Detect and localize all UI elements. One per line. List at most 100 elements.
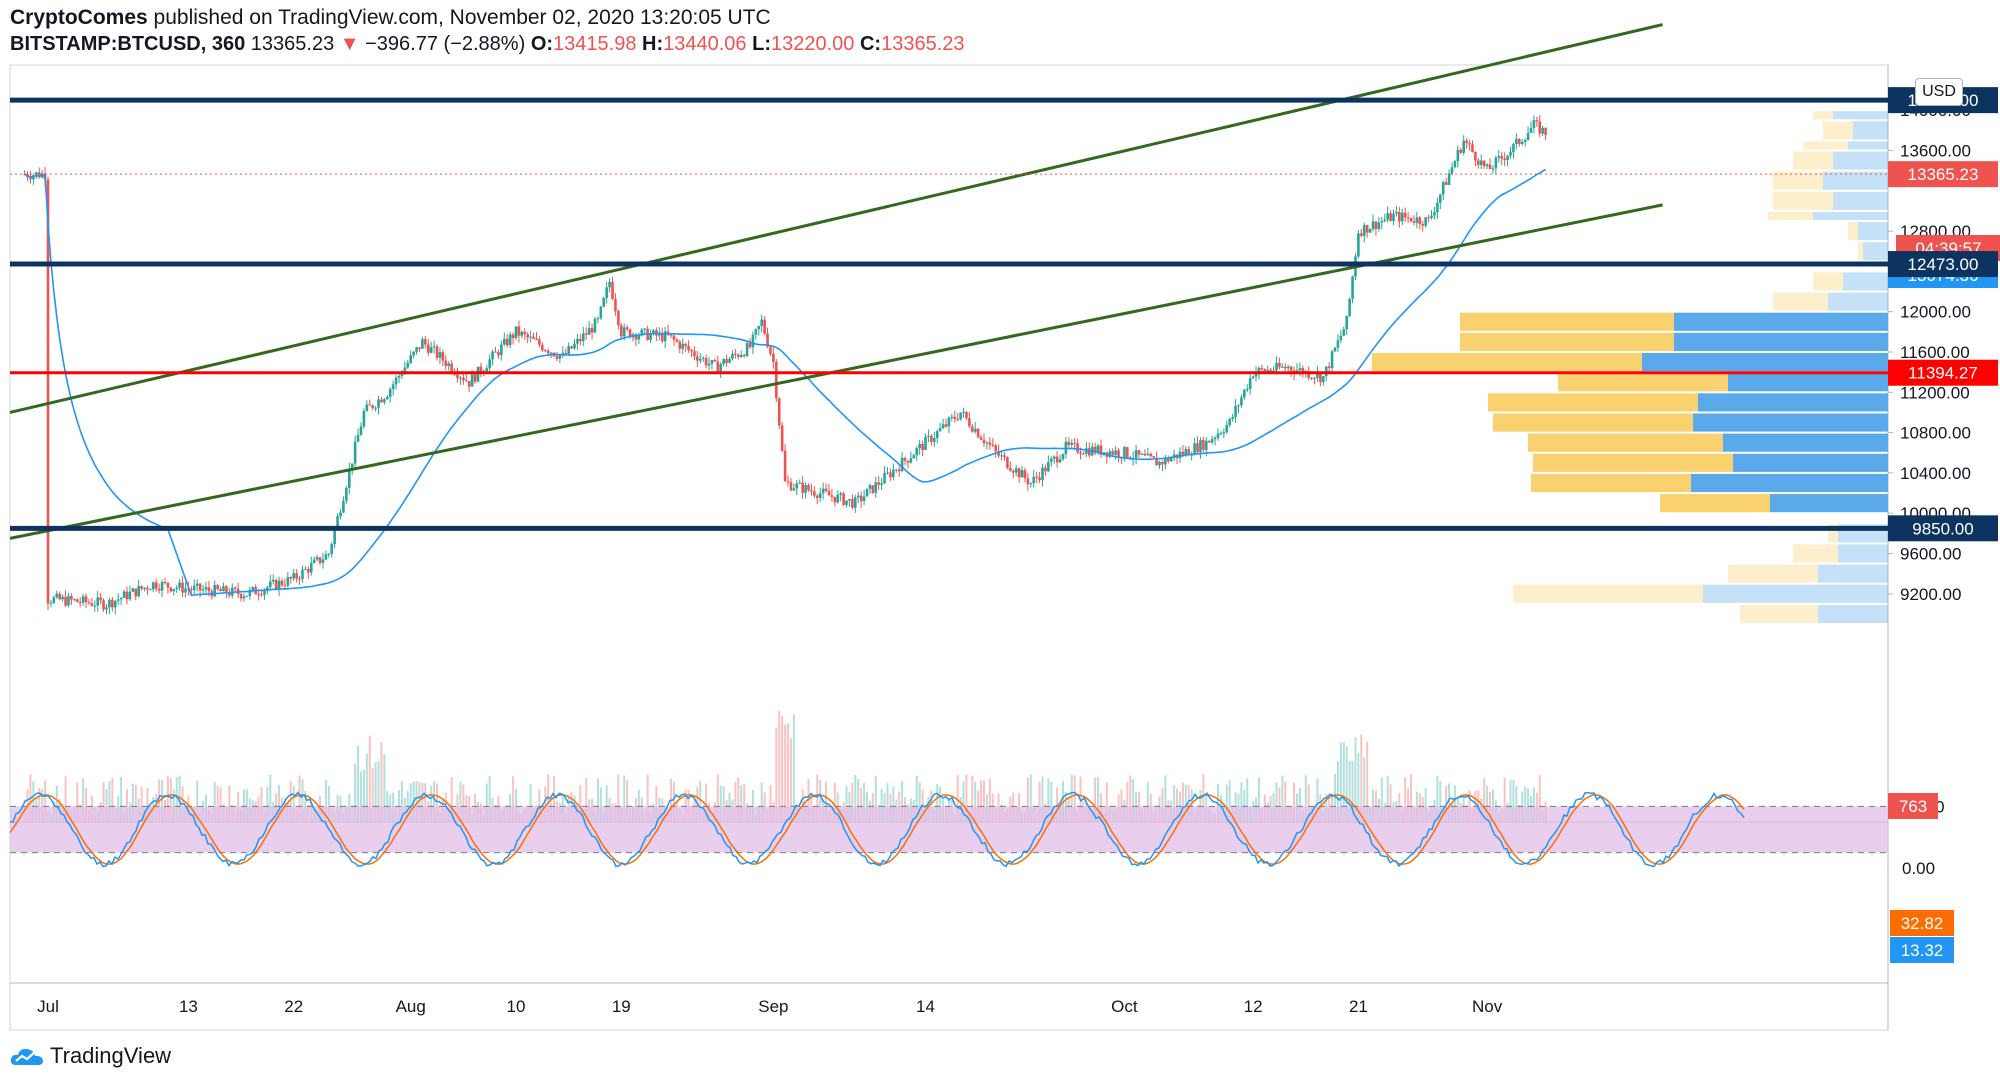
volume-bar — [359, 771, 362, 822]
candle-down — [102, 600, 105, 610]
volume-bar — [430, 785, 433, 822]
volume-bar — [169, 778, 172, 822]
candle-down — [1003, 455, 1006, 458]
candle-down — [46, 179, 50, 604]
candle-up — [175, 587, 178, 590]
candle-down — [84, 596, 88, 603]
candle-up — [388, 389, 392, 397]
candle-up — [412, 351, 415, 356]
candle-down — [190, 589, 193, 591]
candle-down — [239, 594, 243, 599]
candle-up — [1415, 217, 1419, 223]
candle-down — [994, 445, 997, 451]
candle-up — [1272, 370, 1275, 372]
candle-up — [1193, 443, 1196, 455]
candle-up — [637, 335, 641, 340]
time-tick-label: Oct — [1111, 997, 1138, 1016]
volume-bar — [1105, 782, 1108, 822]
candle-down — [1076, 443, 1079, 453]
volume-bar — [1491, 789, 1494, 822]
candle-up — [792, 488, 796, 491]
candle-down — [807, 484, 810, 491]
volume-bar — [936, 784, 939, 822]
candle-down — [979, 437, 983, 440]
candle-down — [111, 599, 114, 608]
currency-button[interactable]: USD — [1915, 78, 1963, 106]
candle-up — [1362, 225, 1366, 236]
candle-up — [608, 281, 611, 288]
symbol-name[interactable]: BITSTAMP:BTCUSD, 360 — [10, 33, 246, 55]
candle-down — [725, 358, 728, 363]
volume-profile-up-bar — [1460, 332, 1674, 351]
close-value: 13365.23 — [881, 33, 965, 55]
volume-profile-up-bar — [1372, 353, 1642, 372]
volume-bar — [1380, 777, 1383, 822]
volume-bar — [266, 787, 269, 822]
volume-bar — [1509, 779, 1512, 822]
candle-down — [517, 326, 521, 336]
volume-profile-down-bar — [1674, 332, 1888, 351]
volume-bar — [1410, 774, 1413, 822]
candle-up — [230, 587, 234, 596]
time-tick-label: 14 — [916, 997, 935, 1016]
candle-down — [1093, 446, 1097, 454]
candle-up — [269, 581, 272, 588]
candle-up — [918, 443, 921, 449]
candle-down — [1278, 362, 1281, 368]
candle-down — [742, 354, 746, 357]
volume-profile-down-bar — [1674, 312, 1888, 331]
candle-up — [821, 488, 825, 494]
candle-down — [971, 426, 974, 432]
volume-bar — [585, 777, 588, 822]
volume-bar — [1345, 746, 1348, 822]
candle-down — [1500, 156, 1504, 159]
volume-bar — [32, 780, 35, 822]
volume-bar — [1073, 775, 1076, 822]
volume-bar — [1363, 757, 1366, 822]
candle-up — [900, 457, 904, 472]
candle-down — [660, 332, 664, 342]
candle-up — [1450, 167, 1454, 174]
candle-down — [225, 586, 228, 594]
volume-profile-up-bar — [1460, 312, 1674, 331]
candle-up — [1515, 138, 1518, 144]
candle-down — [687, 345, 690, 351]
candle-up — [213, 585, 217, 597]
candle-up — [962, 411, 965, 413]
volume-profile-up-bar — [1823, 121, 1853, 140]
volume-bar — [196, 780, 199, 822]
candle-up — [1298, 368, 1302, 371]
tradingview-logo[interactable]: TradingView — [10, 1043, 171, 1069]
candle-up — [347, 469, 351, 488]
volume-bar — [1424, 788, 1427, 822]
candle-up — [1485, 164, 1489, 167]
candle-up — [81, 596, 85, 603]
candle-down — [207, 587, 211, 592]
candle-up — [1439, 194, 1442, 203]
candle-down — [1143, 453, 1147, 456]
volume-bar — [1342, 741, 1345, 822]
volume-bar — [1126, 781, 1129, 822]
candle-down — [1155, 457, 1158, 466]
candle-down — [824, 488, 828, 492]
candle-down — [1409, 217, 1413, 222]
volume-profile-up-bar — [1773, 191, 1833, 210]
author-name[interactable]: CryptoComes — [10, 6, 148, 29]
candle-down — [921, 443, 924, 450]
volume-profile-up-bar — [1493, 413, 1693, 432]
candle-down — [543, 350, 547, 352]
last-price: 13365.23 — [250, 33, 335, 55]
volume-bar — [488, 776, 491, 822]
candle-down — [1365, 225, 1369, 233]
candle-up — [652, 330, 655, 335]
candle-up — [503, 338, 506, 345]
candle-down — [87, 602, 91, 604]
candle-down — [1412, 221, 1416, 223]
candle-down — [233, 587, 237, 589]
candle-up — [160, 582, 164, 591]
candle-up — [1049, 458, 1053, 463]
candle-down — [289, 577, 293, 579]
candle-down — [842, 493, 845, 505]
volume-bar — [380, 741, 383, 822]
